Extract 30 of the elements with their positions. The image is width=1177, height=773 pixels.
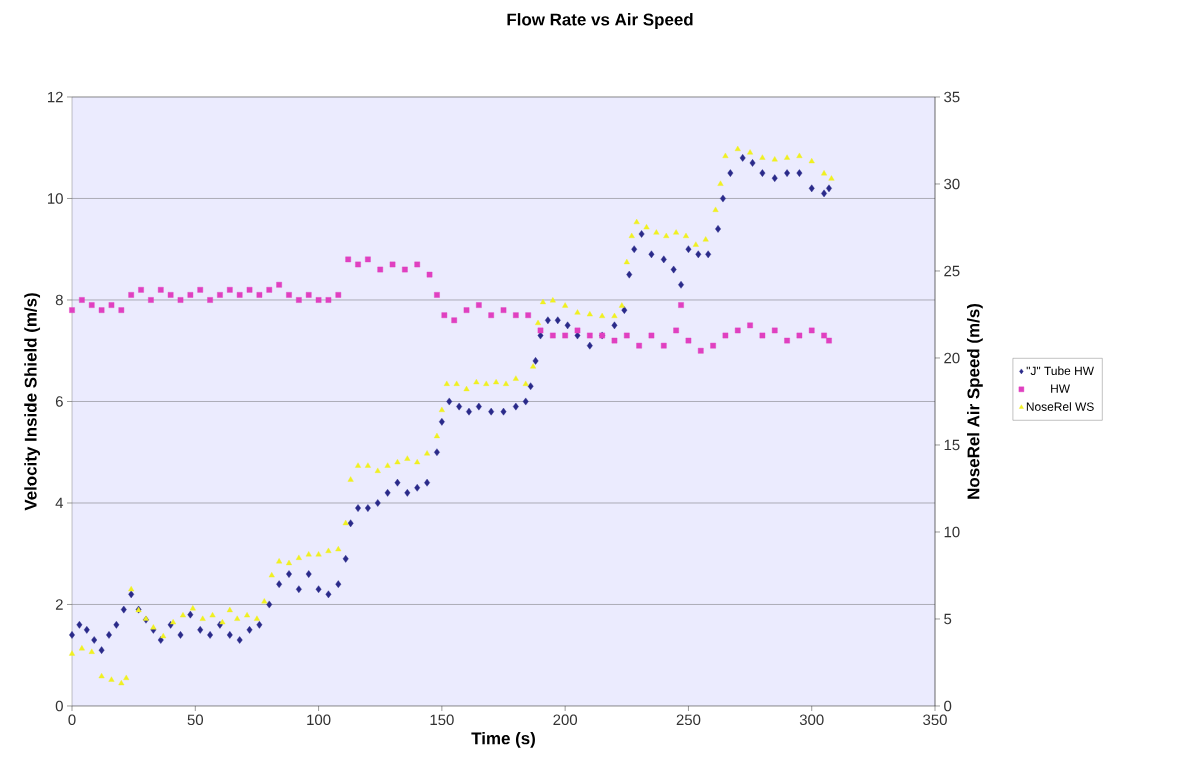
y2-tick-label: 35 bbox=[944, 91, 960, 103]
y-tick-label: 4 bbox=[55, 497, 64, 509]
y2-tick-label: 10 bbox=[944, 526, 960, 538]
y-tick-label: 6 bbox=[55, 396, 63, 407]
y2-tick-label: 30 bbox=[944, 178, 960, 190]
x-tick-label: 350 bbox=[923, 714, 947, 726]
y-tick-label: 10 bbox=[48, 193, 63, 204]
y-tick-label: 8 bbox=[55, 294, 63, 306]
x-tick-label: 300 bbox=[799, 714, 824, 726]
y2-tick-label: 5 bbox=[944, 613, 952, 625]
legend-label: NoseRel WS bbox=[1026, 402, 1094, 411]
x-tick-label: 0 bbox=[68, 714, 76, 726]
x-tick-label: 150 bbox=[430, 714, 454, 726]
y-tick-label: 2 bbox=[55, 599, 63, 610]
chart-title: Flow Rate vs Air Speed bbox=[507, 13, 693, 29]
x-tick-label: 50 bbox=[187, 714, 204, 726]
y-tick-label: 12 bbox=[48, 91, 63, 103]
x-tick-label: 250 bbox=[676, 714, 701, 726]
x-tick-label: 200 bbox=[553, 714, 578, 726]
y2-tick-label: 15 bbox=[944, 439, 960, 451]
y2-tick-label: 20 bbox=[944, 352, 960, 364]
y2-axis-title: NoseRel Air Speed (m/s) bbox=[967, 304, 983, 499]
x-axis-title: Time (s) bbox=[471, 731, 535, 748]
y2-tick-label: 25 bbox=[944, 265, 960, 277]
legend-label: "J" Tube HW bbox=[1026, 366, 1094, 376]
y2-tick-label: 0 bbox=[944, 700, 952, 712]
y-axis-title: Velocity Inside Shield (m/s) bbox=[24, 293, 41, 511]
y-tick-label: 0 bbox=[55, 700, 63, 712]
legend-label: HW bbox=[1051, 384, 1071, 393]
x-tick-label: 100 bbox=[307, 714, 331, 726]
